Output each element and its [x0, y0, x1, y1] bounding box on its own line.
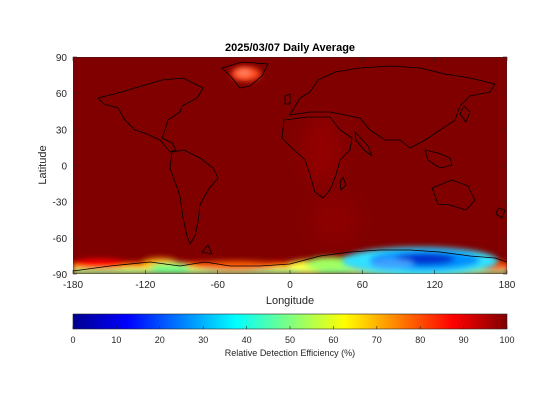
y-tick-label: -90 [53, 270, 68, 281]
y-tick-label: -60 [53, 234, 68, 245]
x-tick-label: -120 [135, 280, 155, 291]
y-tick-label: 90 [56, 53, 68, 64]
south-atlantic-region [310, 195, 360, 245]
colorbar-ticks: 0 10 20 30 40 50 60 70 80 90 100 [70, 326, 515, 345]
colorbar-tick-label: 70 [372, 335, 382, 345]
colorbar-tick-label: 20 [155, 335, 165, 345]
x-tick-label: -180 [63, 280, 83, 291]
chart-title: 2025/03/07 Daily Average [225, 42, 355, 54]
east-antarctica-region [342, 247, 498, 274]
x-tick-label: -60 [210, 280, 225, 291]
heatmap-background [73, 57, 507, 274]
greenland-core [236, 69, 252, 77]
y-tick-label: 60 [56, 89, 68, 100]
y-tick-label: -30 [53, 198, 68, 209]
colorbar-label: Relative Detection Efficiency (%) [225, 348, 355, 358]
x-tick-label: 120 [426, 280, 443, 291]
sahara-region [304, 115, 340, 185]
colorbar-tick-label: 90 [459, 335, 469, 345]
colorbar-tick-label: 10 [111, 335, 121, 345]
colorbar-tick-label: 40 [242, 335, 252, 345]
y-tick-label: 0 [61, 162, 67, 173]
colorbar-tick-label: 50 [285, 335, 295, 345]
colorbar-tick-label: 80 [415, 335, 425, 345]
x-axis-label: Longitude [266, 295, 314, 307]
x-tick-label: 0 [287, 280, 293, 291]
coastlines [73, 61, 507, 272]
colorbar-tick-label: 0 [70, 335, 75, 345]
colorbar-tick-label: 60 [328, 335, 338, 345]
y-tick-label: 30 [56, 125, 68, 136]
colorbar-tick-label: 100 [499, 335, 514, 345]
heatmap-plot [73, 57, 507, 274]
axes: -180 -120 -60 0 60 120 180 90 60 30 0 -30 -60 -90 [53, 53, 516, 291]
y-axis-label: Latitude [37, 145, 49, 184]
x-tick-label: 60 [357, 280, 369, 291]
colorbar-tick-label: 30 [198, 335, 208, 345]
x-tick-label: 180 [499, 280, 516, 291]
